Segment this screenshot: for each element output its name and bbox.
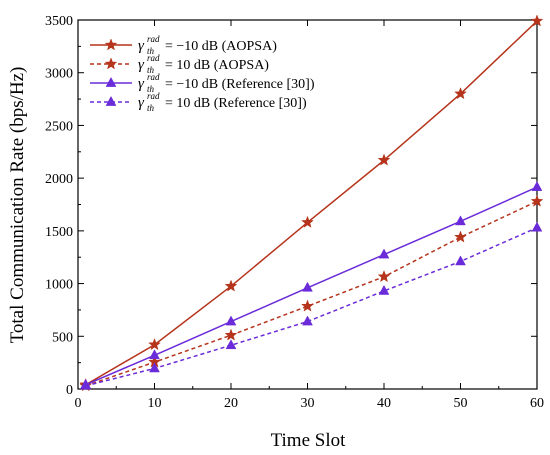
legend-subscript: th [147,103,155,113]
triangle-marker [378,284,390,295]
triangle-marker [80,379,92,390]
triangle-marker [149,349,160,360]
series-4 [80,221,543,390]
triangle-marker [531,181,543,191]
legend-label: = −10 dB (Reference [30]) [165,77,315,92]
star-marker [148,338,161,351]
triangle-marker [302,315,313,326]
series-group [79,14,544,392]
x-tick-label: 10 [148,396,162,411]
triangle-marker [455,255,466,266]
legend-subscript: th [147,46,155,56]
star-marker [377,270,391,283]
star-marker [377,153,391,166]
star-marker [530,14,544,27]
legend-label: = 10 dB (Reference [30]) [165,96,307,111]
y-tick-label: 500 [52,330,73,345]
axes: 0 10 20 30 40 50 60 0 500 1000 1500 2000 2500 3000 350… [45,14,544,411]
legend-superscript: rad [147,53,160,63]
series-3 [80,181,543,389]
star-marker [301,215,314,228]
triangle-marker [105,95,117,106]
star-marker [454,87,467,100]
star-marker [530,194,544,207]
x-tick-label: 50 [454,396,468,411]
y-tick-label: 3500 [45,14,73,29]
series-2 [79,194,544,392]
triangle-marker [455,215,466,226]
star-marker [104,57,118,70]
star-marker [104,38,118,51]
series-1 [79,14,544,391]
legend-item-2: γ rad th = 10 dB (AOPSA) [90,53,269,75]
y-tick-label: 1000 [45,278,73,293]
triangle-marker [225,315,237,326]
x-axis-title: Time Slot [271,430,347,451]
legend-gamma-symbol: γ [138,57,145,73]
legend-item-3: γ rad th = −10 dB (Reference [30]) [90,72,315,94]
triangle-marker [378,248,390,259]
legend-label: = 10 dB (AOPSA) [165,58,269,73]
x-tick-label: 20 [224,396,238,411]
y-tick-label: 2500 [45,119,73,134]
triangle-marker [302,281,313,292]
legend-label: = −10 dB (AOPSA) [165,39,277,54]
x-tick-label: 40 [377,396,391,411]
star-marker [224,328,238,341]
triangle-marker [149,362,160,373]
x-tick-label: 60 [530,396,544,411]
triangle-marker [225,339,237,350]
legend-gamma-symbol: γ [138,76,145,92]
y-tick-label: 1500 [45,225,73,240]
star-marker [454,230,467,243]
y-axis-title: Total Communication Rate (bps/Hz) [7,67,28,344]
triangle-marker [531,221,543,232]
legend-superscript: rad [147,91,160,101]
legend-subscript: th [147,84,155,94]
y-tick-label: 2000 [45,172,73,187]
y-tick-label: 0 [66,383,73,398]
x-tick-label: 0 [75,396,82,411]
star-marker [301,299,314,312]
star-marker [224,279,238,292]
x-tick-label: 30 [301,396,315,411]
legend-gamma-symbol: γ [138,38,145,54]
legend-gamma-symbol: γ [138,95,145,111]
legend-item-4: γ rad th = 10 dB (Reference [30]) [90,91,307,113]
legend-item-1: γ rad th = −10 dB (AOPSA) [90,34,277,56]
legend-subscript: th [147,65,155,75]
triangle-marker [105,76,117,87]
legend-superscript: rad [147,34,160,44]
legend-superscript: rad [147,72,160,82]
y-tick-label: 3000 [45,67,73,82]
